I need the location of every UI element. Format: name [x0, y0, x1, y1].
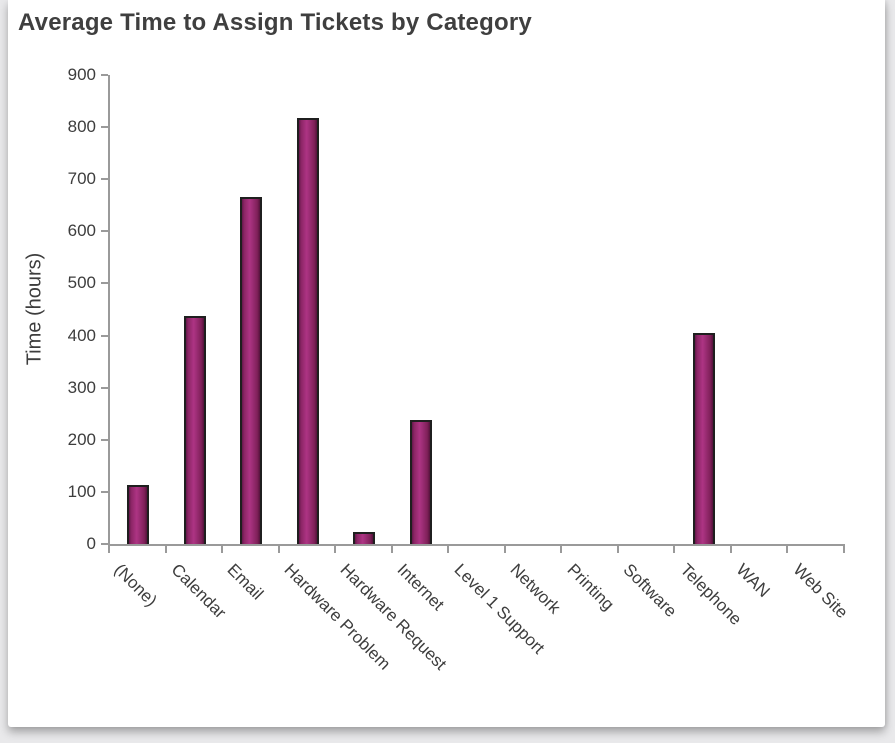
bar-telephone: [692, 332, 715, 544]
x-tick-mark: [447, 546, 450, 553]
y-tick-mark: [101, 178, 108, 181]
y-tick-mark: [101, 490, 108, 493]
y-tick-mark: [101, 334, 108, 337]
bar-calendar: [183, 316, 206, 544]
y-tick-label: 200: [67, 429, 96, 449]
y-tick-mark: [101, 438, 108, 441]
y-tick-label: 300: [67, 377, 96, 397]
y-tick-mark: [101, 230, 108, 233]
x-category-label: WAN: [732, 560, 774, 602]
bar-internet: [409, 419, 432, 544]
y-tick-label: 100: [67, 481, 96, 501]
x-category-label: (None): [110, 560, 162, 611]
y-tick-mark: [101, 126, 108, 129]
x-tick-mark: [108, 546, 110, 553]
x-category-label: Web Site: [789, 560, 852, 622]
x-category-label: Internet: [393, 560, 448, 615]
y-tick-label: 400: [67, 325, 96, 345]
x-tick-mark: [390, 546, 393, 553]
y-tick-label: 500: [67, 273, 96, 293]
x-tick-mark: [221, 546, 224, 553]
y-tick-mark: [101, 543, 108, 545]
x-tick-mark: [334, 546, 337, 553]
y-tick-mark: [101, 282, 108, 285]
y-axis-title: Time (hours): [23, 252, 46, 366]
x-tick-mark: [673, 546, 676, 553]
bar-hardware-problem: [296, 117, 319, 544]
x-category-label: Software: [619, 560, 681, 621]
y-tick-mark: [101, 386, 108, 389]
x-category-label: Printing: [563, 560, 618, 615]
chart-card: Average Time to Assign Tickets by Catego…: [8, 0, 885, 727]
bar-hardware-request: [353, 531, 376, 544]
x-tick-mark: [786, 546, 789, 553]
x-category-label: Hardware Request: [336, 560, 451, 674]
x-tick-mark: [560, 546, 563, 553]
x-category-label: Calendar: [167, 560, 230, 623]
x-tick-mark: [164, 546, 167, 553]
x-category-label: Network: [506, 560, 565, 618]
bar-email: [240, 197, 263, 544]
x-category-label: Hardware Problem: [280, 560, 395, 674]
x-tick-mark: [616, 546, 619, 553]
chart-title: Average Time to Assign Tickets by Catego…: [18, 9, 532, 36]
y-tick-label: 600: [67, 221, 96, 241]
y-tick-label: 800: [67, 117, 96, 137]
y-tick-label: 0: [86, 534, 96, 553]
x-tick-mark: [503, 546, 506, 553]
x-tick-mark: [729, 546, 732, 553]
x-category-label: Email: [223, 560, 268, 604]
y-tick-mark: [101, 74, 108, 76]
plot-area: [108, 75, 845, 546]
bar--none-: [127, 484, 150, 544]
y-tick-label: 700: [67, 169, 96, 189]
x-tick-mark: [277, 546, 280, 553]
x-tick-mark: [843, 546, 845, 553]
y-tick-label: 900: [67, 65, 96, 84]
